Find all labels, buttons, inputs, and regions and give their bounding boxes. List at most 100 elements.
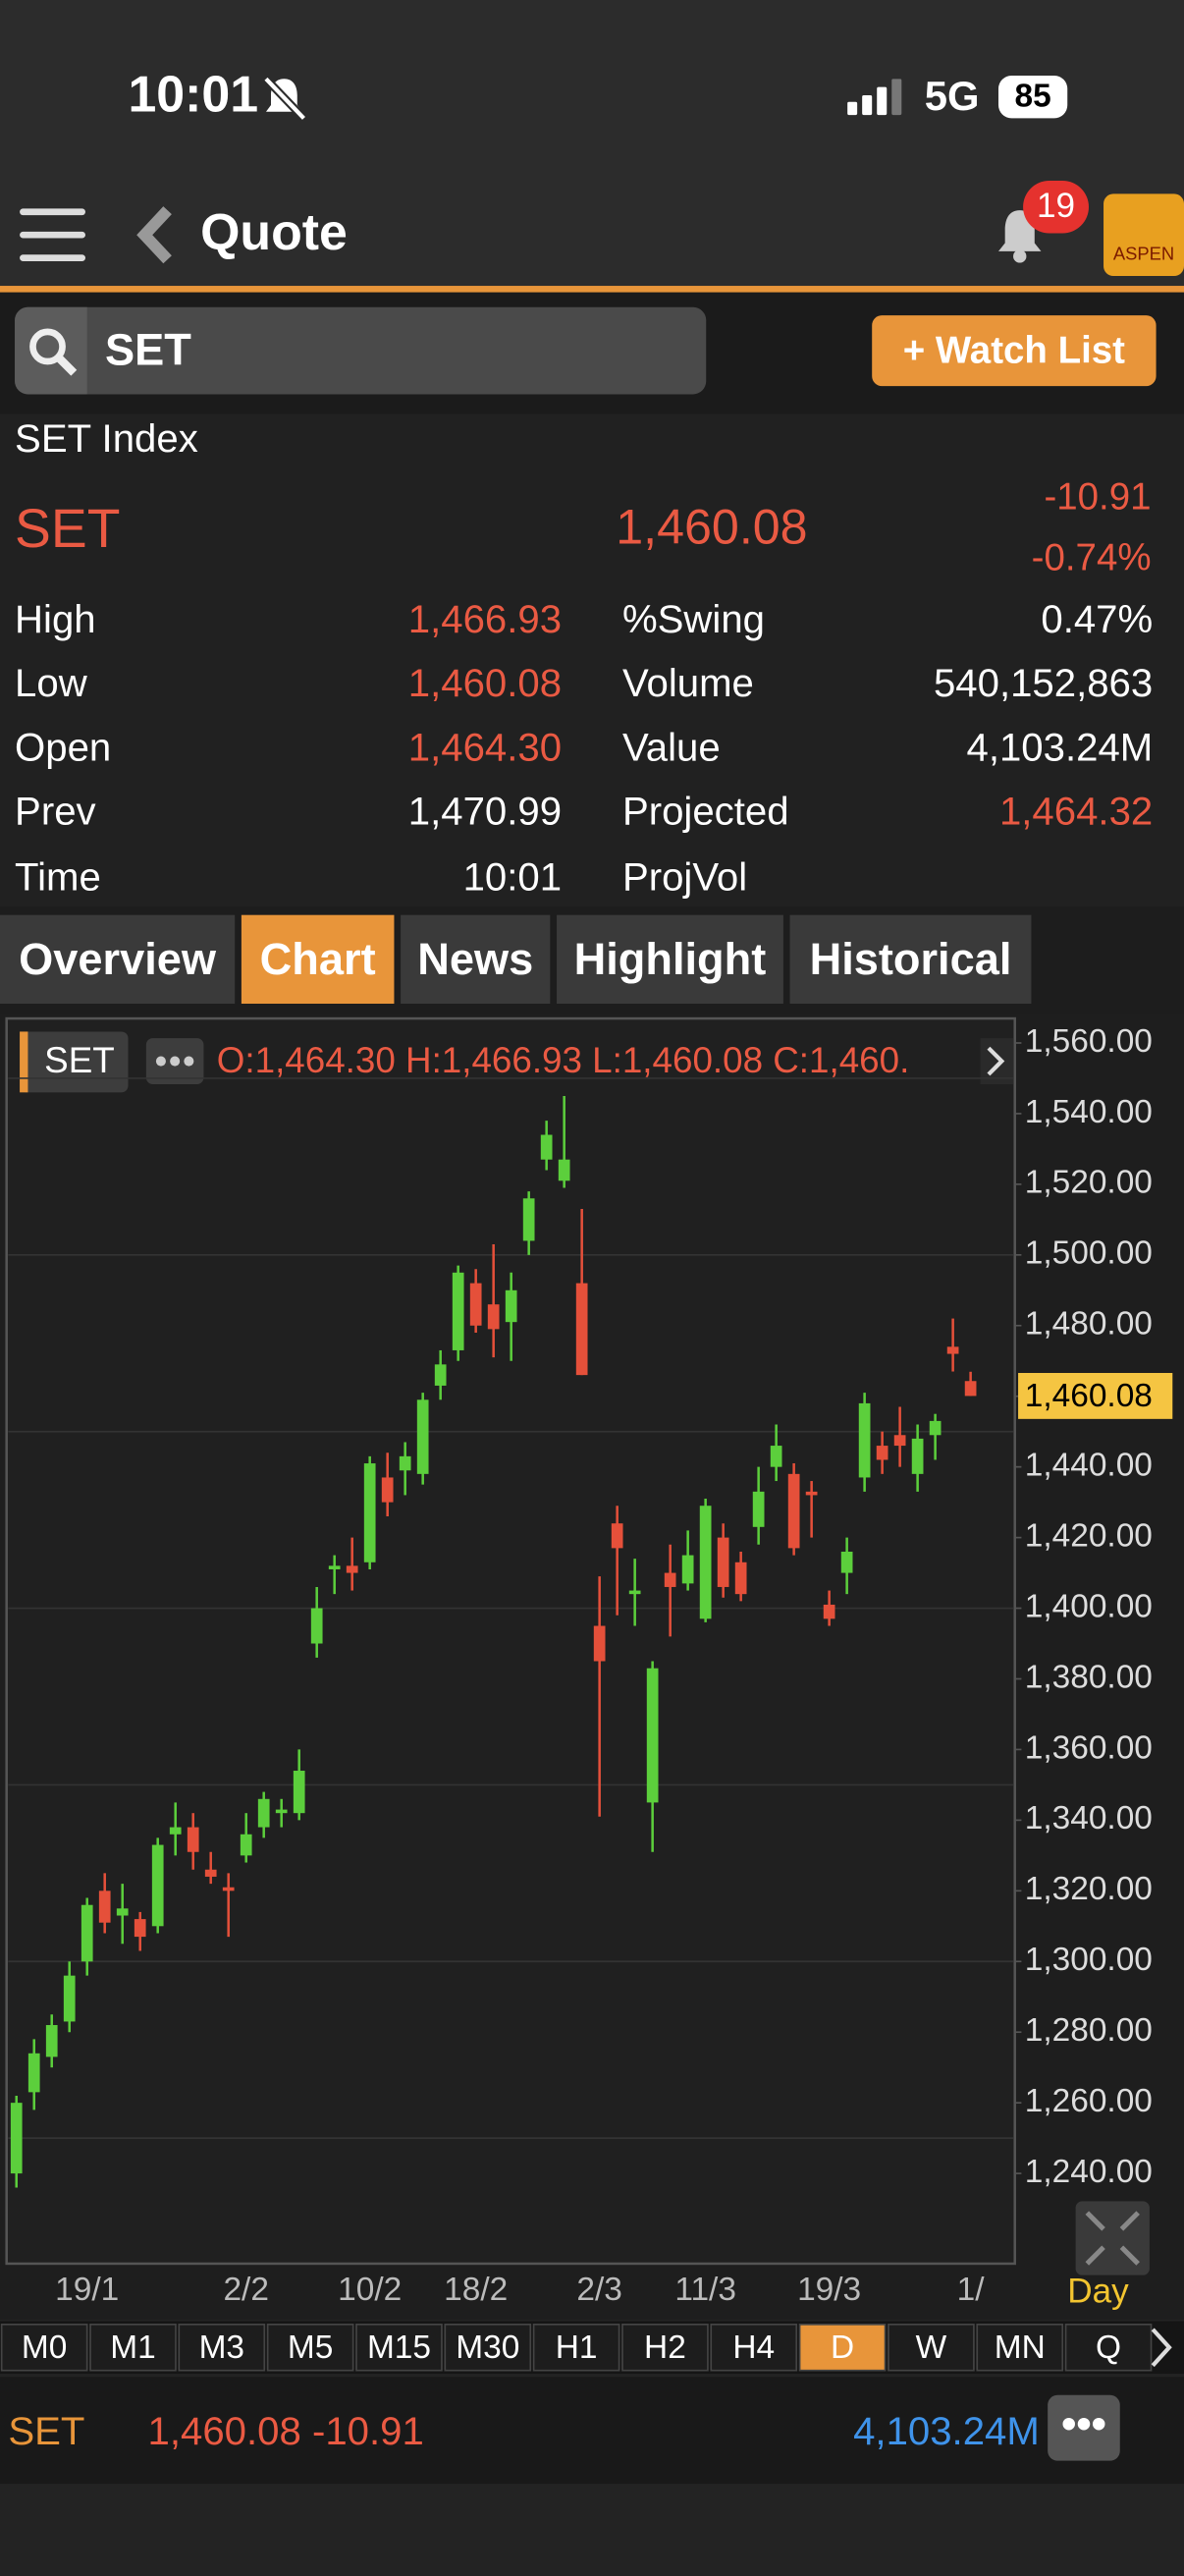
field-label: Open — [15, 726, 112, 771]
timeframe-label[interactable]: W — [916, 2329, 947, 2366]
candle-body — [98, 1891, 111, 1923]
timeframe-label[interactable]: Q — [1096, 2329, 1121, 2366]
candle-body — [752, 1491, 765, 1527]
y-tick-label: 1,340.00 — [1025, 1800, 1153, 1836]
top-bar — [0, 0, 1184, 288]
tab[interactable]: Overview — [0, 914, 236, 1005]
candle-body — [964, 1381, 977, 1397]
candle-body — [487, 1304, 500, 1330]
timeframe-button[interactable] — [178, 2324, 266, 2372]
candle-body — [434, 1364, 447, 1386]
timeframe-button[interactable] — [444, 2324, 532, 2372]
field-value: 0.47% — [1041, 597, 1154, 643]
x-tick-label: 18/2 — [444, 2272, 508, 2308]
candle-body — [222, 1887, 235, 1891]
candle-body — [416, 1399, 429, 1474]
footer-value: 4,103.24M — [853, 2409, 1040, 2454]
timeframe-label[interactable]: M1 — [110, 2329, 155, 2366]
candle-body — [169, 1827, 182, 1835]
candle-body — [81, 1904, 93, 1962]
candle-body — [381, 1477, 394, 1503]
field-value: 1,464.32 — [998, 790, 1154, 835]
tab[interactable]: News — [401, 914, 551, 1005]
y-tick-label: 1,320.00 — [1025, 1871, 1153, 1907]
candle-body — [858, 1402, 871, 1478]
timeframe-label[interactable]: M5 — [288, 2329, 333, 2366]
candle-body — [699, 1506, 712, 1619]
timeframe-button[interactable] — [888, 2324, 975, 2372]
candle-body — [575, 1283, 588, 1376]
candle-body — [363, 1463, 376, 1562]
timeframe-button[interactable] — [355, 2324, 443, 2372]
y-tick-label: 1,480.00 — [1025, 1306, 1153, 1343]
y-tick-label: 1,360.00 — [1025, 1729, 1153, 1766]
candle-body — [310, 1608, 323, 1644]
candle-body — [469, 1283, 482, 1326]
x-tick-label: 11/3 — [674, 2272, 736, 2308]
tab-active[interactable]: Chart — [241, 914, 395, 1005]
timeframe-label[interactable]: M15 — [367, 2329, 431, 2366]
candle-body — [187, 1827, 199, 1852]
timeframe-label[interactable]: M3 — [199, 2329, 244, 2366]
timeframe-button[interactable] — [532, 2324, 620, 2372]
y-tick-label: 1,560.00 — [1025, 1023, 1153, 1060]
field-label: Volume — [621, 662, 754, 707]
candle-body — [134, 1919, 146, 1938]
search-box[interactable] — [15, 306, 707, 395]
y-tick-label: 1,420.00 — [1025, 1517, 1153, 1554]
timeframe-button[interactable] — [89, 2324, 177, 2372]
clock: 10:01 — [128, 65, 259, 124]
watchlist-button[interactable]: + Watch List — [872, 315, 1157, 387]
timeframe-button[interactable] — [798, 2324, 887, 2372]
x-tick-label: 19/3 — [797, 2272, 861, 2308]
x-tick-label: 19/1 — [55, 2272, 119, 2308]
candle-body — [27, 2053, 40, 2093]
search-query[interactable]: SET — [105, 325, 191, 375]
timeframe-label[interactable]: H2 — [644, 2329, 686, 2366]
candle-body — [681, 1555, 694, 1584]
candle-body — [558, 1159, 570, 1181]
timeframe-button[interactable] — [710, 2324, 798, 2372]
timeframe-label[interactable]: MN — [995, 2329, 1046, 2366]
timeframe-label[interactable]: D — [831, 2329, 854, 2366]
x-tick-label: 10/2 — [338, 2272, 402, 2308]
timeframe-scroll[interactable] — [1151, 2328, 1172, 2368]
tab[interactable]: Highlight — [557, 914, 783, 1005]
y-tick-label: 1,240.00 — [1025, 2154, 1153, 2190]
candle-body — [929, 1420, 942, 1436]
candle-body — [346, 1565, 358, 1573]
candle-body — [734, 1562, 747, 1595]
legend-accent — [20, 1031, 28, 1093]
timeframe-label[interactable]: H4 — [732, 2329, 775, 2366]
x-tick-label: 2/3 — [576, 2272, 621, 2308]
period-label[interactable]: Day — [1067, 2272, 1129, 2310]
field-label: Prev — [15, 790, 96, 835]
timeframe-label[interactable]: M30 — [456, 2329, 519, 2366]
timeframe-label[interactable]: M0 — [22, 2329, 67, 2366]
timeframe-button[interactable] — [621, 2324, 709, 2372]
candle-body — [45, 2025, 58, 2057]
timeframe-label[interactable]: H1 — [556, 2329, 598, 2366]
header-rule — [0, 286, 1184, 293]
legend-symbol: SET — [44, 1040, 115, 1080]
field-value: 10:01 — [462, 855, 563, 901]
footer-menu[interactable]: ••• — [1048, 2394, 1120, 2461]
timeframe-button[interactable] — [266, 2324, 354, 2372]
logo[interactable]: ASPEN — [1103, 193, 1184, 277]
timeframe-button[interactable] — [1064, 2324, 1153, 2372]
signal-icon — [847, 79, 902, 116]
candle-body — [717, 1537, 729, 1587]
candle-body — [505, 1289, 517, 1323]
candle-body — [204, 1869, 217, 1877]
legend-symbol-box — [20, 1031, 129, 1093]
candle-body — [646, 1668, 659, 1803]
legend-arrow[interactable] — [980, 1038, 1014, 1084]
candle-body — [946, 1346, 959, 1354]
tab[interactable]: Historical — [789, 914, 1032, 1005]
field-value: 4,103.24M — [966, 726, 1154, 771]
expand-button[interactable] — [1075, 2201, 1150, 2275]
candle-body — [293, 1771, 305, 1814]
timeframe-button[interactable] — [0, 2324, 88, 2372]
candle-body — [876, 1446, 888, 1460]
timeframe-button[interactable] — [976, 2324, 1064, 2372]
